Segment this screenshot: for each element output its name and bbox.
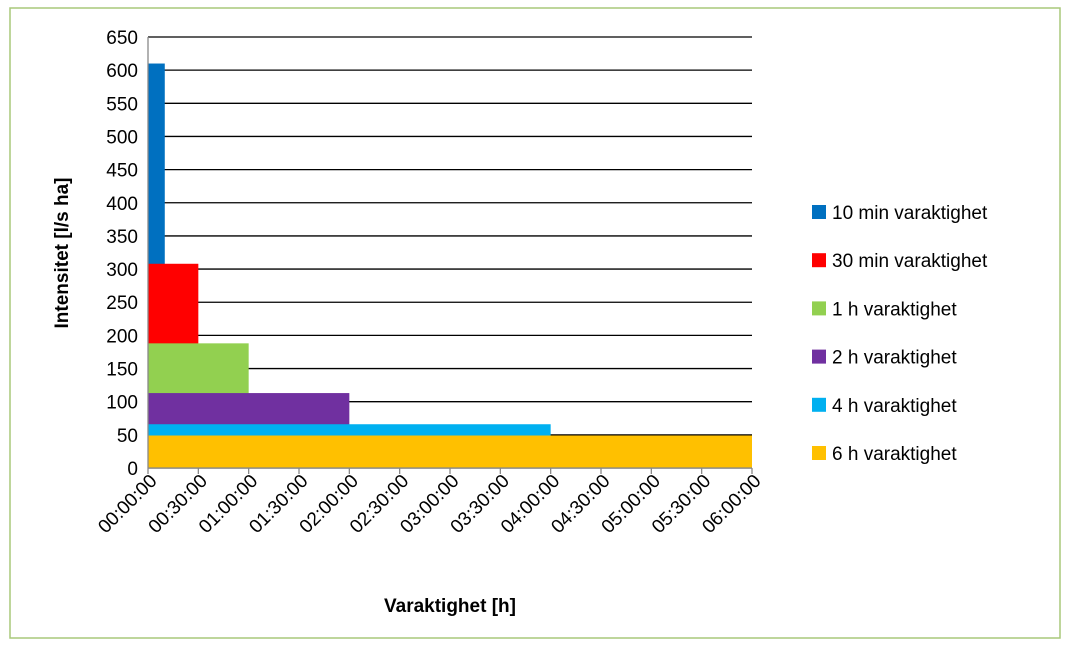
- y-tick-label: 200: [106, 326, 138, 347]
- y-tick-label: 650: [106, 28, 138, 49]
- y-tick-label: 600: [106, 61, 138, 82]
- y-tick-label: 50: [117, 426, 138, 447]
- y-tick-label: 150: [106, 360, 138, 381]
- legend-label: 30 min varaktighet: [832, 251, 988, 272]
- legend-label: 10 min varaktighet: [832, 203, 988, 224]
- y-axis-title: Intensitet [l/s ha]: [52, 178, 73, 329]
- legend-swatch: [812, 301, 826, 316]
- y-tick-label: 250: [106, 293, 138, 314]
- legend-label: 6 h varaktighet: [832, 444, 957, 465]
- legend-swatch: [812, 397, 826, 412]
- y-tick-label: 100: [106, 393, 138, 414]
- legend-label: 4 h varaktighet: [832, 396, 957, 417]
- legend-label: 1 h varaktighet: [832, 299, 957, 320]
- y-tick-label: 300: [106, 260, 138, 281]
- y-tick-label: 500: [106, 127, 138, 148]
- legend-swatch: [812, 253, 826, 268]
- bar: [148, 435, 752, 468]
- y-tick-label: 350: [106, 227, 138, 248]
- x-axis-title: Varaktighet [h]: [384, 596, 516, 617]
- legend-swatch: [812, 205, 826, 219]
- y-tick-label: 450: [106, 161, 138, 182]
- y-tick-label: 400: [106, 194, 138, 215]
- y-tick-label: 550: [106, 94, 138, 115]
- legend-swatch: [812, 446, 826, 460]
- legend-swatch: [812, 349, 826, 364]
- y-tick-label: 0: [127, 459, 138, 480]
- legend-label: 2 h varaktighet: [832, 348, 957, 369]
